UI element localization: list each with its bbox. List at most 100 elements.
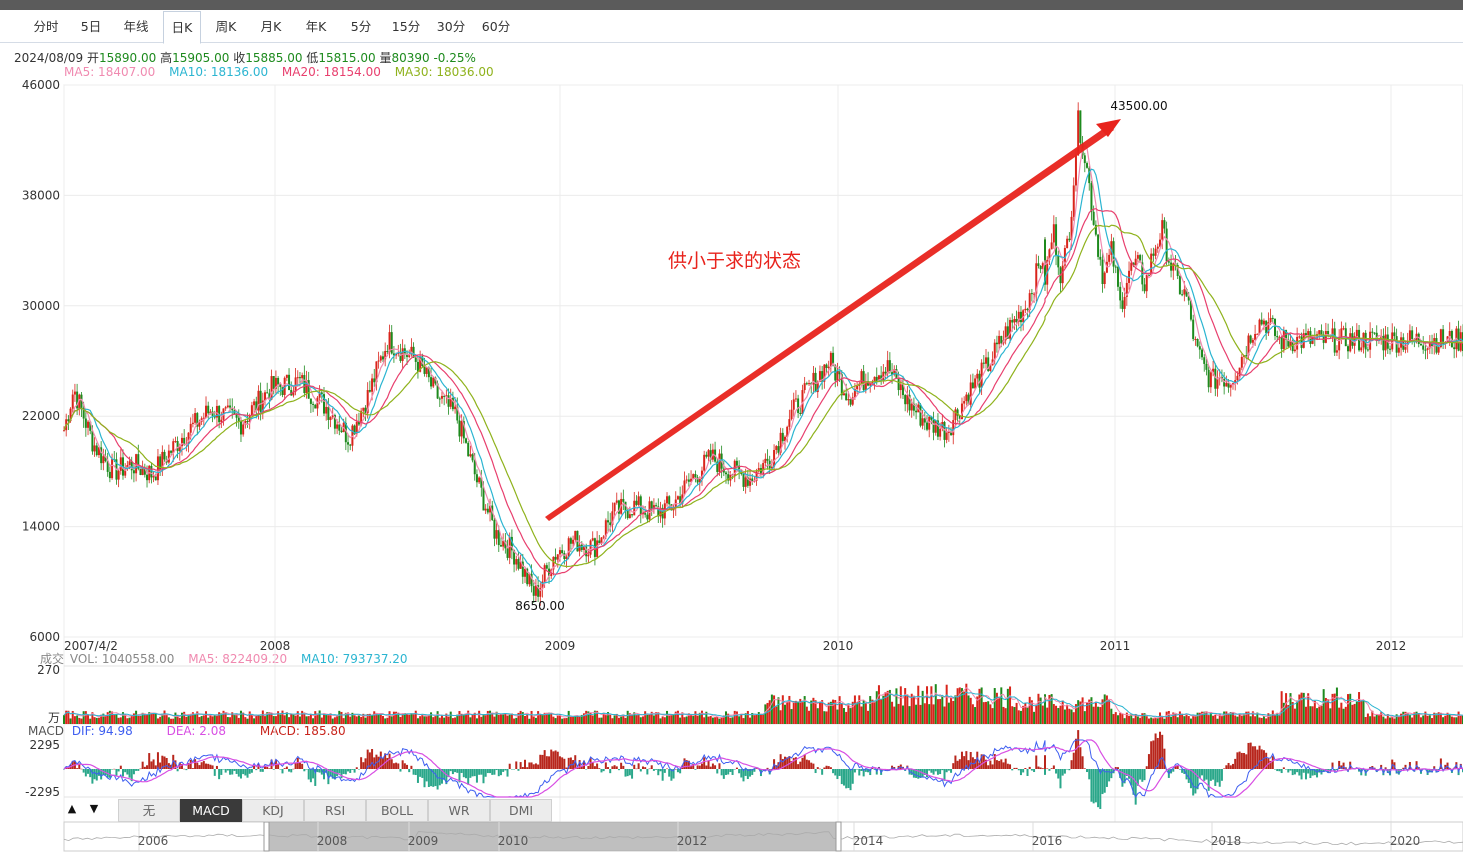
candle-body [864, 381, 867, 391]
candle-body [111, 459, 114, 479]
volume-bar [1192, 715, 1195, 724]
candle-body [534, 585, 537, 596]
macd-bar [1114, 767, 1117, 769]
candle-body [167, 450, 170, 463]
tab-0[interactable]: 分时 [33, 19, 59, 34]
volume-bar [183, 711, 186, 724]
candle-body [161, 451, 164, 471]
macd-bar [766, 767, 769, 769]
volume-bar [1203, 711, 1206, 724]
candle-body [1119, 286, 1122, 301]
candle-body [447, 395, 450, 407]
macd-bar [285, 766, 288, 769]
indicator-tab-1[interactable]: MACD [180, 799, 242, 822]
volume-bar [436, 711, 439, 724]
macd-bar [141, 761, 144, 769]
indicator-tab-6[interactable]: DMI [490, 799, 552, 822]
candle-body [641, 513, 644, 515]
candle-body [1422, 345, 1425, 350]
macd-bar [1079, 747, 1082, 769]
volume-bar [100, 714, 103, 724]
macd-bar [805, 759, 808, 769]
macd-bar [1212, 769, 1215, 780]
indicator-tab-4[interactable]: BOLL [366, 799, 428, 822]
macd-bar [1026, 769, 1029, 776]
macd-bar [1143, 769, 1146, 781]
volume-bar [1046, 707, 1049, 724]
volume-bar [475, 718, 478, 724]
macd-bar [469, 769, 472, 778]
indicator-tab-3[interactable]: RSI [304, 799, 366, 822]
macd-bar [1256, 749, 1259, 769]
candle-body [847, 399, 850, 401]
candle-body [530, 573, 533, 587]
macd-bar [87, 769, 90, 774]
candle-body [152, 476, 155, 478]
candle-body [1000, 335, 1003, 344]
indicator-tab-2[interactable]: KDJ [242, 799, 304, 822]
macd-bar [676, 769, 679, 773]
ohlc-info-line: 2024/08/09 开15890.00 高15905.00 收15885.00… [14, 49, 476, 66]
volume-bar [722, 715, 725, 724]
volume-bar [1351, 704, 1354, 724]
macd-bar [1105, 769, 1108, 787]
tab-8[interactable]: 15分 [391, 19, 421, 34]
volume-bar [740, 713, 743, 724]
volume-bar [853, 695, 856, 724]
tab-5[interactable]: 月K [260, 19, 282, 34]
candle-body [659, 507, 662, 517]
macd-bar [923, 769, 926, 775]
volume-bar [633, 712, 636, 724]
tab-7[interactable]: 5分 [350, 19, 372, 34]
macd-bar [167, 763, 170, 769]
volume-bar [1453, 717, 1456, 724]
volume-bar [1108, 700, 1111, 724]
candle-body [465, 438, 468, 443]
volume-bar [1448, 714, 1451, 724]
candle-body [1280, 337, 1283, 350]
tab-1[interactable]: 5日 [80, 19, 102, 34]
volume-bar [823, 711, 826, 724]
candle-body [480, 477, 483, 488]
tab-4[interactable]: 周K [215, 19, 237, 34]
macd-bar [93, 769, 96, 780]
volume-bar [1459, 714, 1462, 724]
volume-bar [406, 713, 409, 724]
macd-bar [832, 769, 835, 774]
indicator-tab-5[interactable]: WR [428, 799, 490, 822]
macd-bar [556, 751, 559, 769]
tab-2[interactable]: 年线 [123, 19, 149, 34]
candle-body [613, 502, 616, 512]
candle-body [327, 406, 330, 420]
arrow-down-icon[interactable]: ▼ [89, 802, 99, 815]
volume-bar [1123, 718, 1126, 724]
candle-body [292, 391, 295, 396]
volume-bar [729, 717, 732, 724]
volume-bar [340, 711, 343, 724]
macd-bar [1024, 768, 1027, 769]
volume-bar [694, 711, 697, 724]
macd-bar [379, 751, 382, 769]
candle-body [329, 417, 332, 420]
volume-bar [244, 717, 247, 724]
volume-bar [248, 711, 251, 724]
tab-3[interactable]: 日K [163, 11, 201, 44]
candle-body [1256, 333, 1259, 335]
candle-body [1125, 282, 1128, 297]
candle-body [1070, 216, 1073, 241]
tab-9[interactable]: 30分 [436, 19, 466, 34]
candle-body [1108, 254, 1111, 262]
candle-body [1355, 329, 1358, 337]
arrow-up-icon[interactable]: ▲ [67, 802, 77, 815]
candle-body [856, 385, 859, 390]
indicator-tab-0[interactable]: 无 [118, 799, 180, 822]
macd-bar [670, 769, 673, 781]
macd-bar [1059, 769, 1062, 789]
volume-bar [1404, 711, 1407, 724]
candle-body [1101, 259, 1104, 285]
macd-bar [264, 765, 267, 769]
tab-6[interactable]: 年K [305, 19, 327, 34]
volume-bar [130, 715, 133, 724]
tab-10[interactable]: 60分 [481, 19, 511, 34]
